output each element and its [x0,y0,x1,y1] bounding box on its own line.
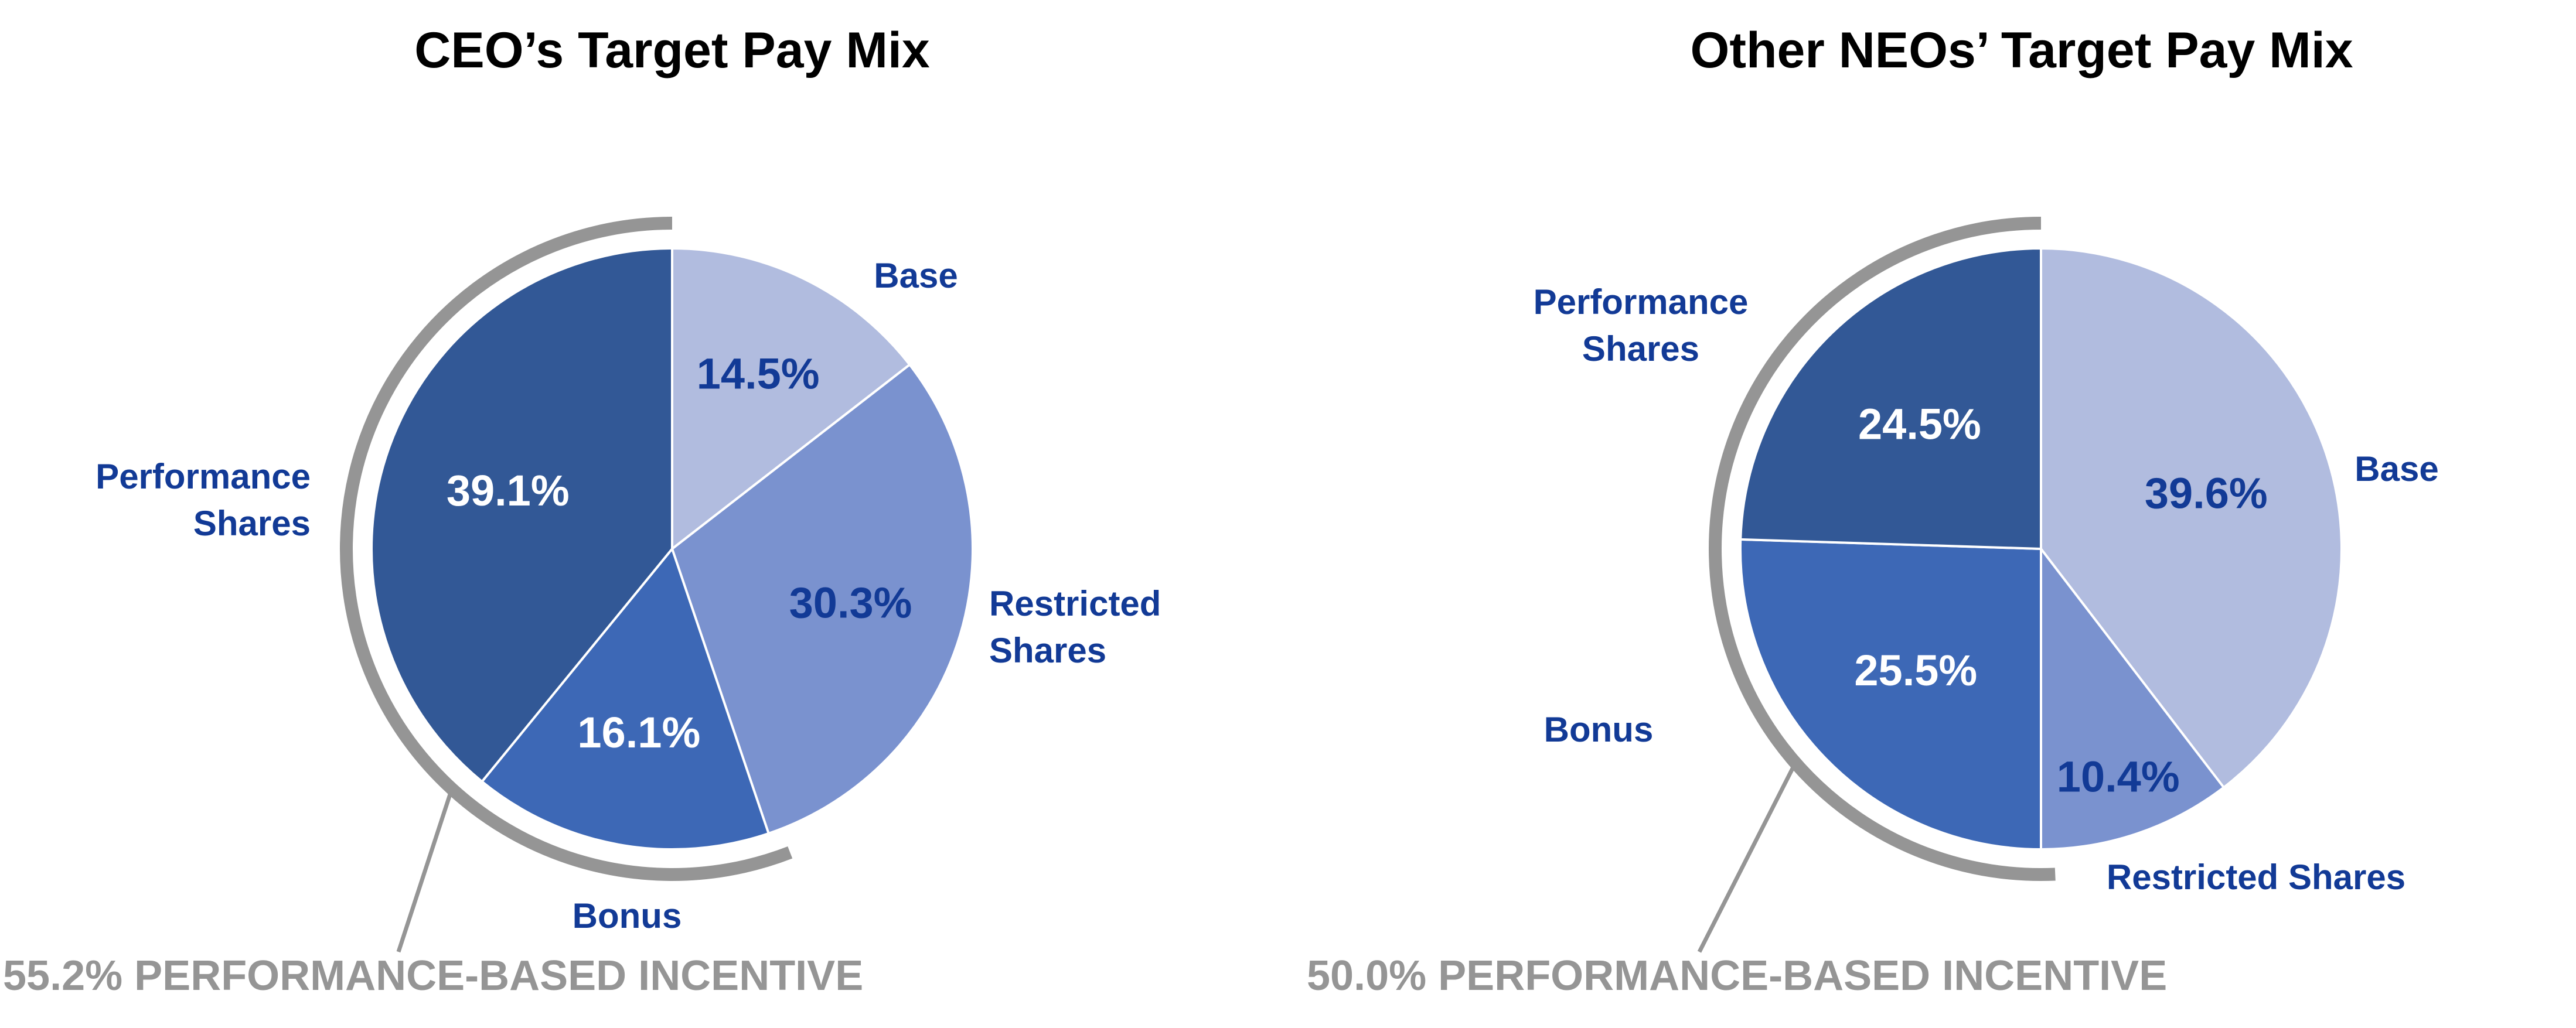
ceo-slice-performance-shares [370,247,673,784]
neo-category-label-performance-shares: Performance Shares [1534,282,1749,368]
ceo-slice-base [671,247,912,552]
ceo-category-label-restricted-shares: Restricted Shares [989,584,1161,670]
neo-category-label-bonus: Bonus [1544,710,1654,749]
neo-performance-bracket-arc [1708,217,2056,881]
ceo-value-label-base: 14.5% [697,350,820,398]
neo-value-label-bonus: 25.5% [1854,646,1977,695]
neo-category-label-restricted-shares: Restricted Shares [2107,858,2405,897]
ceo-performance-bracket-arc [340,217,793,881]
neo-callout-leader-line [1697,766,1795,953]
ceo-chart-title: CEO’s Target Pay Mix [414,22,930,78]
neo-pie-chart: Other NEOs’ Target Pay Mix 39.6% 10.4% 25.5… [1307,22,2439,999]
ceo-value-label-bonus: 16.1% [577,708,700,757]
ceo-callout-leader-line [396,790,454,953]
neo-slice-base [2040,247,2343,790]
ceo-category-label-bonus: Bonus [573,896,682,935]
neo-chart-title: Other NEOs’ Target Pay Mix [1690,22,2353,78]
ceo-pie-chart: CEO’s Target Pay Mix 14.5% 30.3% 16.1% 39.1%… [3,22,1161,999]
ceo-slice-bonus [480,546,771,851]
ceo-category-label-performance-shares: Performance Shares [96,457,311,543]
ceo-slice-restricted-shares [670,363,974,835]
neo-slice-performance-shares [1739,247,2042,551]
ceo-value-label-performance-shares: 39.1% [447,466,570,515]
ceo-category-label-base: Base [874,256,958,295]
neo-value-label-restricted-shares: 10.4% [2057,753,2180,801]
neo-value-label-performance-shares: 24.5% [1858,399,1981,448]
ceo-value-label-restricted-shares: 30.3% [789,579,912,627]
neo-slice-restricted-shares [2040,545,2226,851]
neo-slice-bonus [1739,538,2042,851]
neo-value-label-base: 39.6% [2145,469,2268,518]
neo-category-label-base: Base [2354,449,2438,489]
ceo-performance-callout: 55.2% PERFORMANCE-BASED INCENTIVE [3,952,863,999]
neo-performance-callout: 50.0% PERFORMANCE-BASED INCENTIVE [1307,952,2167,999]
